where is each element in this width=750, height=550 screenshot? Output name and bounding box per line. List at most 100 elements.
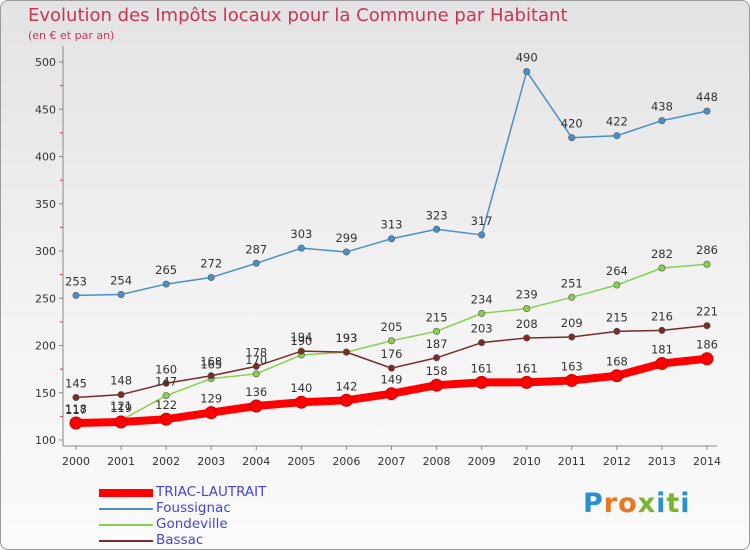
data-label-bassac: 178 [245, 345, 267, 359]
data-label-foussignac: 420 [561, 117, 583, 131]
x-tick-label: 2006 [332, 455, 360, 468]
data-label-bassac: 168 [200, 355, 222, 369]
data-label-gondeville: 286 [696, 243, 718, 257]
x-tick-label: 2009 [468, 455, 496, 468]
data-point-triac-lautrait [204, 406, 218, 420]
axes: 100 150 200 250 300 350 400 450 500 2000 2001 2002 2… [35, 46, 721, 468]
data-label-bassac: 160 [155, 362, 177, 376]
data-label-triac-lautrait: 149 [381, 373, 403, 387]
data-label-foussignac: 323 [426, 208, 448, 222]
data-label-triac-lautrait: 118 [65, 402, 87, 416]
data-label-gondeville: 282 [651, 247, 673, 261]
data-label-foussignac: 254 [110, 273, 132, 287]
data-label-bassac: 148 [110, 374, 132, 388]
x-tick-label: 2011 [558, 455, 586, 468]
data-label-foussignac: 438 [651, 100, 673, 114]
data-label-gondeville: 234 [471, 292, 493, 306]
proxiti-logo: Proxiti [583, 488, 691, 519]
data-point-foussignac [387, 235, 395, 243]
y-tick-label: 450 [35, 103, 56, 116]
data-point-gondeville [252, 370, 260, 378]
data-point-foussignac [568, 134, 576, 142]
data-point-gondeville [523, 305, 531, 313]
data-point-bassac [433, 354, 441, 362]
data-point-bassac [387, 364, 395, 372]
y-tick-label: 200 [35, 340, 56, 353]
data-labels-layer: 253 254 265 272 287 303 299 313 323 317 490 420 422 4… [65, 50, 718, 416]
data-label-foussignac: 422 [606, 115, 628, 129]
data-label-triac-lautrait: 136 [245, 385, 267, 399]
data-point-triac-lautrait [700, 352, 714, 366]
legend-label-bassac: Bassac [156, 532, 204, 548]
chart-title: Evolution des Impôts locaux pour la Comm… [28, 5, 568, 26]
data-label-triac-lautrait: 142 [335, 379, 357, 393]
data-label-triac-lautrait: 168 [606, 355, 628, 369]
legend-swatch-triac-lautrait [99, 489, 153, 497]
x-tick-label: 2013 [648, 455, 676, 468]
data-point-triac-lautrait [69, 416, 83, 430]
x-tick-label: 2001 [107, 455, 135, 468]
x-tick-label: 2004 [242, 455, 270, 468]
data-point-bassac [72, 393, 80, 401]
y-tick-label: 100 [35, 434, 56, 447]
data-point-gondeville [613, 281, 621, 289]
data-label-foussignac: 253 [65, 274, 87, 288]
data-point-foussignac [342, 248, 350, 256]
data-label-gondeville: 170 [245, 353, 267, 367]
data-label-triac-lautrait: 119 [110, 401, 132, 415]
data-point-bassac [523, 334, 531, 342]
data-point-triac-lautrait [114, 415, 128, 429]
x-tick-label: 2007 [378, 455, 406, 468]
data-label-triac-lautrait: 161 [471, 361, 493, 375]
data-point-gondeville [568, 293, 576, 301]
data-point-triac-lautrait [610, 369, 624, 383]
data-label-foussignac: 299 [335, 231, 357, 245]
data-label-gondeville: 121 [110, 399, 132, 413]
x-tick-label: 2012 [603, 455, 631, 468]
y-tick-label: 500 [35, 56, 56, 69]
data-label-gondeville: 239 [516, 288, 538, 302]
data-label-gondeville: 117 [65, 403, 87, 417]
data-label-bassac: 221 [696, 305, 718, 319]
data-point-triac-lautrait [430, 378, 444, 392]
data-label-triac-lautrait: 161 [516, 361, 538, 375]
data-point-foussignac [433, 225, 441, 233]
series-bassac [72, 322, 711, 401]
data-point-foussignac [478, 231, 486, 239]
legend-swatch-gondeville [99, 524, 153, 526]
data-label-foussignac: 448 [696, 90, 718, 104]
data-label-gondeville: 190 [290, 334, 312, 348]
data-point-bassac [297, 347, 305, 355]
data-label-foussignac: 265 [155, 263, 177, 277]
y-tick-label: 150 [35, 387, 56, 400]
data-label-bassac: 216 [651, 309, 673, 323]
data-point-bassac [162, 379, 170, 387]
data-label-triac-lautrait: 163 [561, 359, 583, 373]
data-label-triac-lautrait: 158 [426, 364, 448, 378]
chart-subtitle: (en € et par an) [28, 29, 115, 42]
y-tick-label: 300 [35, 245, 56, 258]
data-point-foussignac [297, 244, 305, 252]
data-label-bassac: 193 [335, 331, 357, 345]
data-label-foussignac: 272 [200, 256, 222, 270]
data-point-gondeville [478, 309, 486, 317]
data-label-bassac: 215 [606, 310, 628, 324]
data-point-triac-lautrait [655, 356, 669, 370]
data-label-bassac: 176 [381, 347, 403, 361]
x-tick-label: 2002 [152, 455, 180, 468]
x-tick-label: 2010 [513, 455, 541, 468]
data-point-foussignac [117, 290, 125, 298]
data-point-foussignac [523, 67, 531, 75]
data-point-triac-lautrait [249, 399, 263, 413]
data-point-triac-lautrait [475, 375, 489, 389]
data-point-triac-lautrait [294, 395, 308, 409]
data-label-gondeville: 205 [381, 320, 403, 334]
data-point-foussignac [162, 280, 170, 288]
data-label-bassac: 209 [561, 316, 583, 330]
data-label-foussignac: 490 [516, 50, 538, 64]
series-foussignac [72, 67, 711, 299]
series-layer [69, 67, 714, 430]
data-point-foussignac [613, 132, 621, 140]
data-label-foussignac: 303 [290, 227, 312, 241]
